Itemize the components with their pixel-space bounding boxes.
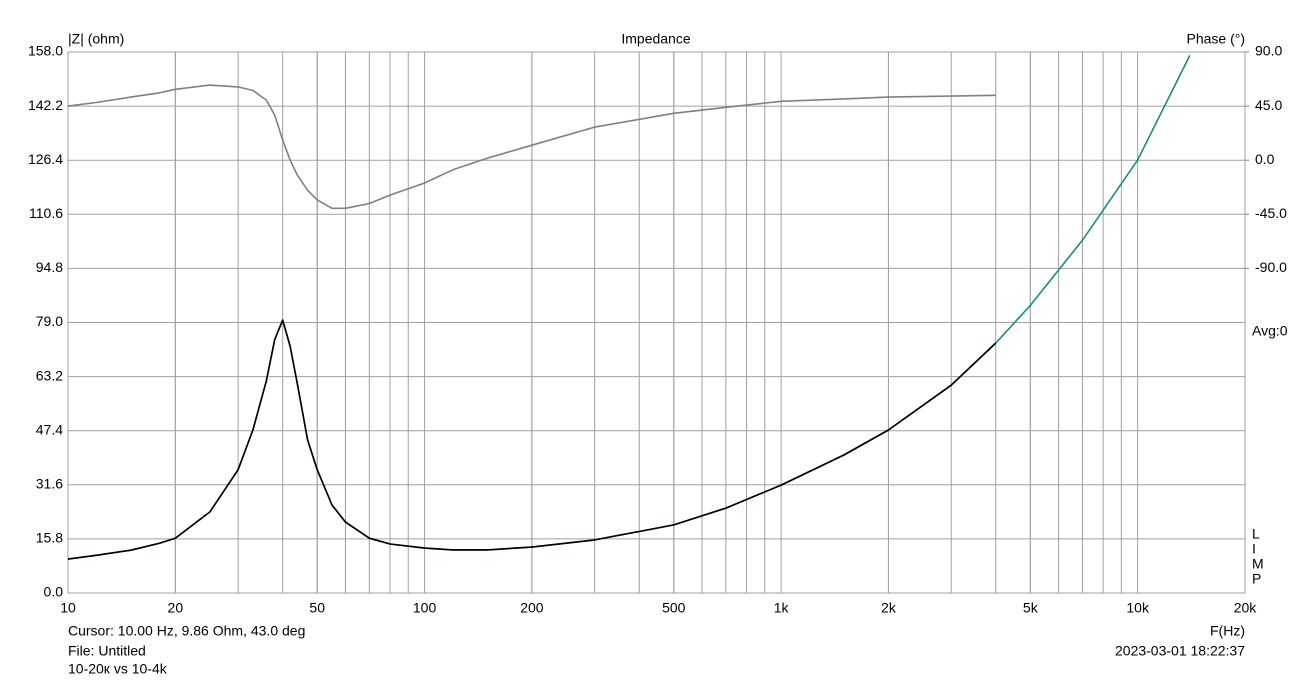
y-tick-label: 15.8 [36,530,63,546]
y-tick-label: 110.6 [29,205,63,221]
y2-tick-label: -45.0 [1255,205,1287,221]
x-tick-label: 10k [1126,600,1150,616]
x-tick-label: 100 [413,600,437,616]
y-tick-label: 126.4 [28,151,63,167]
footer-text: 2023-03-01 18:22:37 [1115,643,1245,659]
y2-tick-label: 45.0 [1255,97,1282,113]
x-tick-label: 10 [60,600,76,616]
y-tick-label: 31.6 [36,476,63,492]
y2-tick-label: 0.0 [1255,151,1275,167]
annotation: P [1252,571,1261,587]
series-line [67,84,996,210]
annotation: L [1252,526,1260,542]
x-tick-label: 20k [1234,600,1258,616]
y-tick-label: 63.2 [36,367,63,383]
y-tick-label: 0.0 [44,584,64,600]
y-axis-label: |Z| (ohm) [68,31,124,47]
x-tick-label: 1k [774,600,790,616]
x-tick-label: 500 [662,600,686,616]
y-tick-label: 142.2 [28,97,63,113]
x-tick-label: 20 [168,600,184,616]
y2-tick-label: 90.0 [1255,43,1282,59]
annotation: M [1252,556,1264,572]
x-tick-label: 200 [520,600,544,616]
x-tick-label: 5k [1023,600,1039,616]
footer-text: Cursor: 10.00 Hz, 9.86 Ohm, 43.0 deg [68,623,305,639]
y-tick-label: 47.4 [36,421,63,437]
x-axis-label: F(Hz) [1210,623,1245,639]
y-tick-label: 158.0 [28,43,63,59]
chart-title: Impedance [621,31,690,47]
y2-axis-label: Phase (°) [1186,31,1245,47]
annotation: I [1252,541,1256,557]
annotation: Avg:0 [1252,323,1288,339]
series-line [67,319,997,560]
footer-text: File: Untitled [68,643,146,659]
x-tick-label: 50 [309,600,325,616]
y-tick-label: 79.0 [36,313,63,329]
footer-text: 10-20к vs 10-4k [68,661,168,677]
y-tick-label: 94.8 [36,259,63,275]
y2-tick-label: -90.0 [1255,259,1287,275]
x-tick-label: 2k [881,600,897,616]
